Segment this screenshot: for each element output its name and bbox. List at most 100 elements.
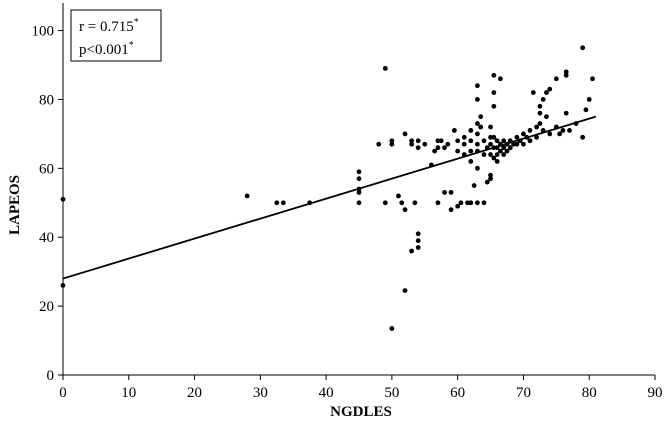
data-point — [491, 145, 497, 151]
data-point — [458, 200, 464, 206]
data-point — [415, 245, 421, 250]
data-point — [274, 200, 280, 206]
data-point — [478, 124, 484, 130]
data-point — [573, 121, 579, 126]
data-point — [563, 110, 569, 116]
data-point — [409, 248, 415, 254]
data-point — [527, 138, 533, 144]
data-point — [507, 145, 513, 151]
data-point — [494, 145, 500, 151]
data-point — [409, 138, 415, 144]
data-point — [504, 148, 510, 154]
data-point — [445, 141, 451, 147]
data-point — [356, 169, 362, 175]
data-point — [435, 200, 441, 206]
data-point — [478, 114, 484, 120]
data-point — [557, 131, 563, 137]
data-point — [475, 200, 480, 206]
data-point — [448, 207, 454, 213]
data-point — [567, 128, 572, 133]
correlation-value: r = 0.715 — [79, 19, 134, 35]
x-axis-title: NGDLES — [330, 404, 392, 420]
data-point — [488, 141, 493, 147]
data-point — [488, 152, 493, 157]
data-point — [382, 66, 388, 71]
data-point — [481, 138, 487, 144]
data-point — [475, 83, 480, 89]
data-point — [435, 138, 441, 144]
data-point — [415, 231, 421, 237]
data-point — [389, 138, 395, 144]
data-point — [494, 152, 500, 157]
x-tick-label: 70 — [516, 385, 531, 401]
p-value-text: p<0.001* — [79, 40, 134, 58]
data-point — [507, 138, 513, 144]
data-point — [428, 162, 434, 168]
regression-line — [62, 115, 597, 280]
y-axis-title: LAPEOS — [7, 175, 23, 235]
data-point — [448, 190, 454, 195]
p-value-significance-mark: * — [129, 40, 134, 51]
data-point — [527, 128, 533, 133]
data-point — [475, 148, 480, 154]
data-point — [560, 128, 566, 133]
data-point — [494, 138, 500, 144]
data-point — [580, 45, 586, 51]
regression-line-group — [62, 115, 597, 280]
x-tick-label: 0 — [59, 385, 67, 401]
x-tick-label: 10 — [121, 385, 136, 401]
x-tick-label: 30 — [253, 385, 268, 401]
data-point — [432, 148, 438, 154]
data-point — [498, 76, 503, 82]
data-point — [491, 134, 497, 140]
data-point — [537, 103, 543, 109]
data-point — [402, 207, 408, 213]
data-point — [438, 138, 444, 144]
data-point — [399, 200, 405, 206]
data-point — [471, 183, 477, 188]
data-point — [563, 69, 569, 75]
data-point — [514, 134, 520, 140]
y-tick-label: 40 — [39, 230, 54, 246]
data-point — [475, 165, 480, 171]
data-point — [586, 97, 592, 102]
data-point — [590, 76, 595, 82]
data-point — [461, 152, 467, 157]
data-point — [501, 145, 507, 151]
correlation-significance-mark: * — [134, 17, 139, 28]
data-point — [475, 131, 480, 137]
data-point — [280, 200, 286, 206]
y-tick-label: 0 — [47, 368, 55, 384]
data-point — [382, 200, 388, 206]
data-point — [468, 128, 474, 133]
data-point — [442, 145, 447, 151]
data-point — [521, 131, 526, 137]
data-point — [484, 179, 490, 185]
data-point — [547, 86, 553, 92]
data-point — [475, 141, 480, 147]
data-point — [534, 134, 539, 140]
data-point — [498, 141, 503, 147]
x-tick-label: 60 — [450, 385, 465, 401]
data-point — [563, 72, 569, 78]
data-point — [583, 107, 589, 113]
data-point — [491, 72, 497, 78]
data-point — [402, 288, 408, 294]
y-tick-label: 80 — [39, 92, 54, 108]
data-point — [534, 124, 539, 130]
data-point — [409, 141, 415, 147]
data-point — [415, 138, 421, 144]
data-point — [488, 134, 493, 140]
data-point — [517, 138, 523, 144]
data-point — [580, 134, 586, 140]
x-tick-label: 20 — [187, 385, 202, 401]
data-point — [481, 152, 487, 157]
data-point — [491, 155, 497, 161]
data-point — [530, 90, 536, 95]
data-points — [60, 45, 595, 331]
x-tick-label: 80 — [582, 385, 597, 401]
data-point — [465, 200, 470, 206]
data-point — [544, 90, 549, 95]
data-point — [475, 121, 480, 126]
